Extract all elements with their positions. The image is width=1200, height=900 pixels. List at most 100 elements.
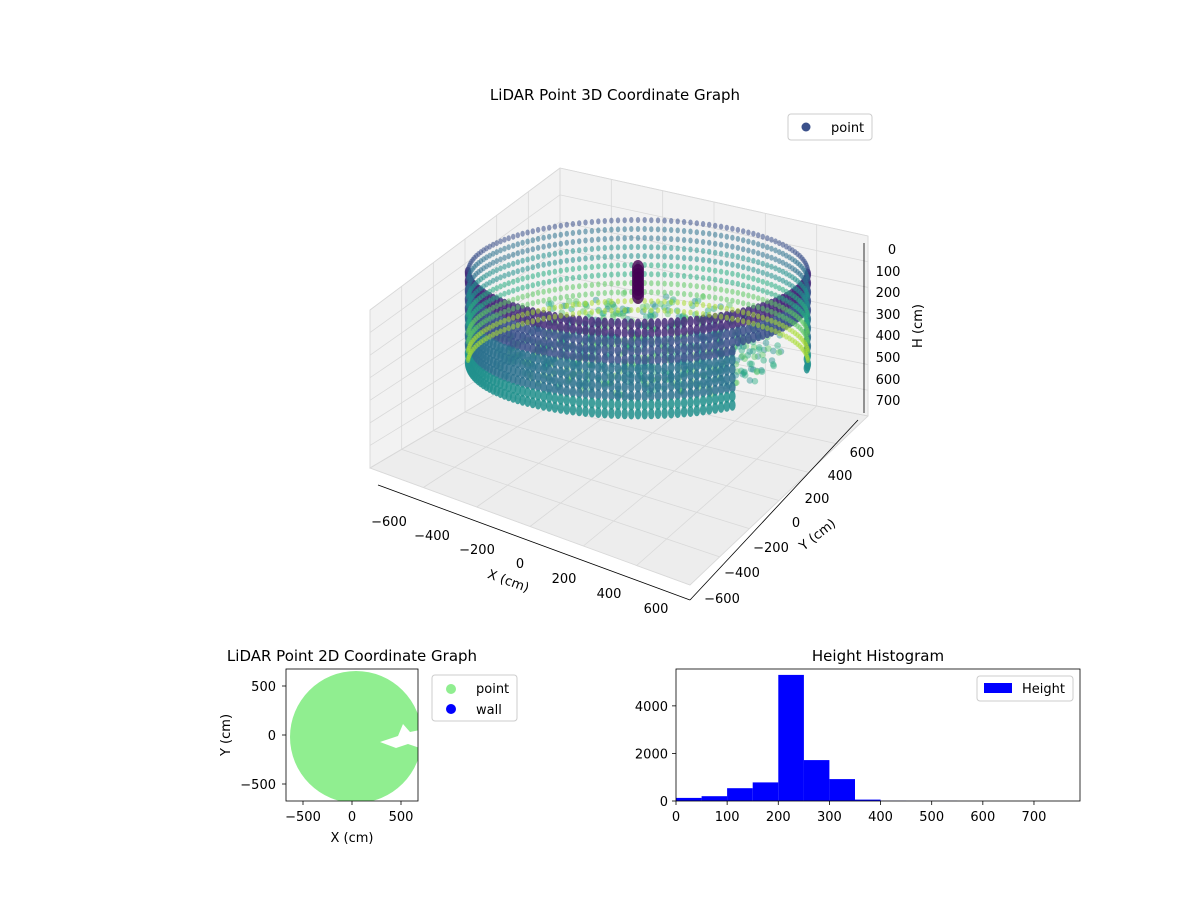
cloud-point (735, 262, 741, 269)
cloud-point (614, 345, 622, 357)
cloud-point (642, 235, 647, 241)
cloud-point (558, 312, 563, 319)
legend-marker-height (984, 683, 1012, 693)
histogram-bars (676, 674, 958, 801)
cloud-point (634, 381, 642, 393)
cloud-point (569, 332, 577, 344)
cloud-point (552, 259, 558, 266)
cloud-point (648, 372, 655, 384)
chart-3d-title: LiDAR Point 3D Coordinate Graph (490, 86, 740, 104)
cloud-point (547, 287, 552, 294)
cloud-point (602, 299, 607, 305)
cloud-point (735, 244, 741, 251)
cloud-point (608, 398, 615, 410)
cloud-point (576, 342, 583, 354)
cloud-point (724, 287, 729, 294)
cloud-point (746, 247, 751, 254)
cloud-point (547, 242, 552, 249)
legend-hist: Height (976, 675, 1074, 702)
cloud-point (668, 317, 675, 329)
cloud-point (655, 217, 661, 224)
cloud-point (674, 335, 681, 347)
cloud-point (490, 295, 496, 302)
y-tick-label: 600 (850, 446, 875, 461)
cloud-point (558, 240, 563, 247)
cloud-point (564, 248, 569, 255)
cloud-point (723, 364, 730, 376)
cloud-point (621, 399, 628, 411)
x-tick-label-2d: 500 (389, 810, 414, 825)
cloud-point (780, 277, 786, 284)
cloud-point (520, 293, 525, 300)
cloud-point (506, 271, 511, 278)
cloud-point (602, 218, 607, 224)
cloud-point (765, 235, 770, 242)
cloud-point (751, 353, 758, 361)
cloud-point (551, 374, 559, 386)
cloud-point (699, 332, 707, 344)
cloud-point (569, 341, 577, 353)
cloud-point (583, 219, 588, 226)
cloud-point (629, 253, 634, 259)
cloud-point (675, 227, 680, 234)
cloud-point (700, 221, 706, 227)
cloud-point (718, 259, 724, 266)
cloud-point (734, 368, 741, 375)
cloud-point (540, 390, 547, 402)
cloud-point (494, 267, 499, 274)
cloud-point (564, 311, 569, 318)
cloud-point (648, 318, 655, 330)
cloud-point (628, 399, 635, 411)
point-gap (380, 724, 418, 748)
y-tick-label-hist: 0 (660, 795, 668, 810)
cloud-point (545, 300, 553, 308)
cloud-point (668, 362, 675, 374)
cloud-point (634, 363, 642, 375)
cloud-point (582, 370, 589, 381)
cloud-point (706, 340, 713, 352)
cloud-point (700, 257, 706, 263)
cloud-point (674, 317, 681, 329)
cloud-point (751, 239, 756, 246)
cloud-point (730, 315, 735, 322)
cloud-point (589, 237, 595, 243)
cloud-point (746, 292, 751, 299)
cloud-point (498, 292, 503, 299)
cloud-point (506, 298, 511, 305)
cloud-point (530, 246, 535, 253)
cloud-point (563, 403, 570, 415)
cloud-point (534, 335, 542, 347)
cloud-point (552, 313, 558, 320)
cloud-point (534, 326, 542, 338)
cloud-point (770, 362, 777, 370)
cloud-point (583, 228, 588, 235)
cloud-point (641, 408, 648, 420)
cloud-point (724, 251, 729, 258)
cloud-point (713, 222, 718, 229)
cloud-point (754, 353, 762, 360)
cloud-point (773, 283, 778, 290)
cloud-point (515, 259, 520, 266)
legend-box-hist (976, 675, 1074, 702)
cloud-point (712, 348, 719, 360)
cloud-point (693, 360, 700, 372)
cloud-point (596, 254, 601, 261)
cloud-point (746, 348, 753, 355)
grid-line (559, 167, 869, 237)
cloud-point (746, 256, 751, 263)
y-axis-label: Y (cm) (796, 516, 839, 554)
cloud-point (681, 273, 687, 279)
cloud-point (675, 272, 680, 279)
cloud-point (773, 247, 778, 254)
cloud-point (511, 278, 516, 285)
cloud-point (675, 290, 680, 297)
cloud-point (729, 381, 736, 393)
cloud-point (576, 315, 583, 327)
cloud-point (490, 277, 496, 284)
cloud-point (699, 395, 707, 407)
cloud-point (687, 325, 694, 336)
cloud-point (662, 289, 667, 296)
cloud-point (569, 404, 577, 416)
cloud-point (661, 317, 668, 329)
cloud-point (661, 326, 668, 338)
